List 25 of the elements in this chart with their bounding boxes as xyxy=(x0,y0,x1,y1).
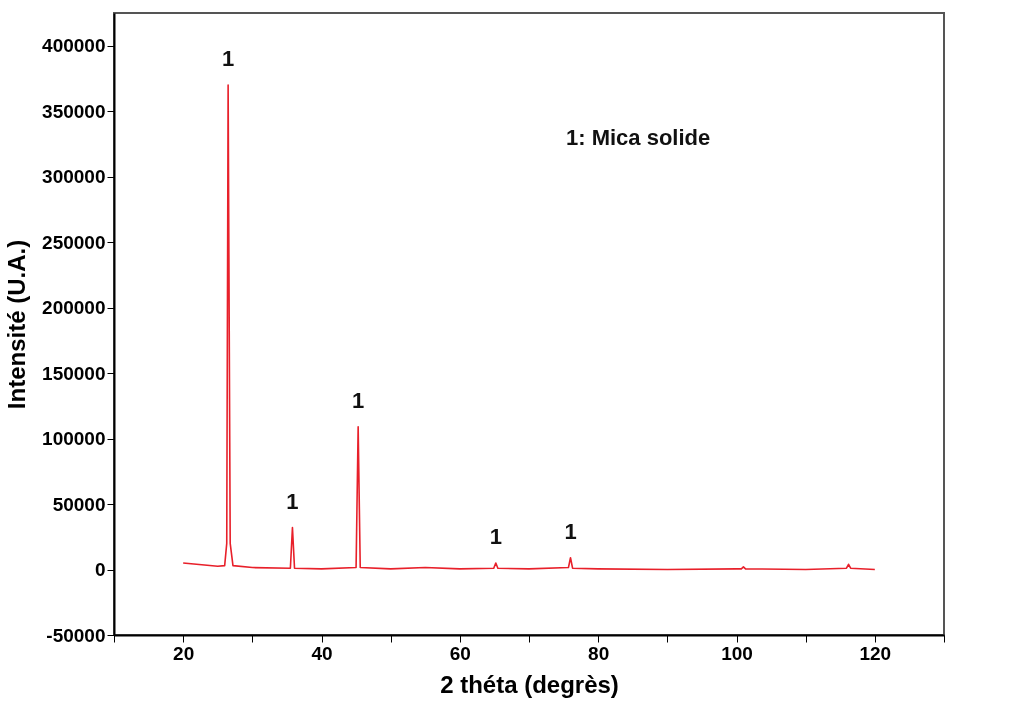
y-tick-label: 200000 xyxy=(42,297,106,319)
annotation: 1 xyxy=(286,488,299,514)
y-tick-label: -50000 xyxy=(46,624,106,646)
y-tick-label: 0 xyxy=(94,559,106,581)
annotation: 1 xyxy=(222,46,235,72)
x-tick-label: 120 xyxy=(859,642,892,664)
x-tick-label: 40 xyxy=(311,642,333,664)
y-tick-label: 100000 xyxy=(42,428,106,450)
y-tick-label: 150000 xyxy=(42,362,106,384)
y-axis-title: Intensité (U.A.) xyxy=(3,239,31,410)
x-tick-label: 80 xyxy=(588,642,610,664)
y-tick-label: 400000 xyxy=(42,35,106,57)
annotation: 1 xyxy=(564,518,577,544)
y-tick-label: 250000 xyxy=(42,231,106,253)
annotation: 1 xyxy=(352,387,365,413)
y-tick-label: 50000 xyxy=(52,493,106,515)
y-tick-label: 350000 xyxy=(42,100,106,122)
line-series xyxy=(182,84,876,571)
annotation: 1: Mica solide xyxy=(566,125,711,150)
x-axis-title: 2 théta (degrès) xyxy=(440,670,619,698)
x-tick-label: 60 xyxy=(449,642,471,664)
annotation: 1 xyxy=(489,523,502,549)
y-tick-label: 300000 xyxy=(42,166,106,188)
x-tick-label: 100 xyxy=(721,642,753,664)
x-tick-label: 20 xyxy=(173,642,195,664)
